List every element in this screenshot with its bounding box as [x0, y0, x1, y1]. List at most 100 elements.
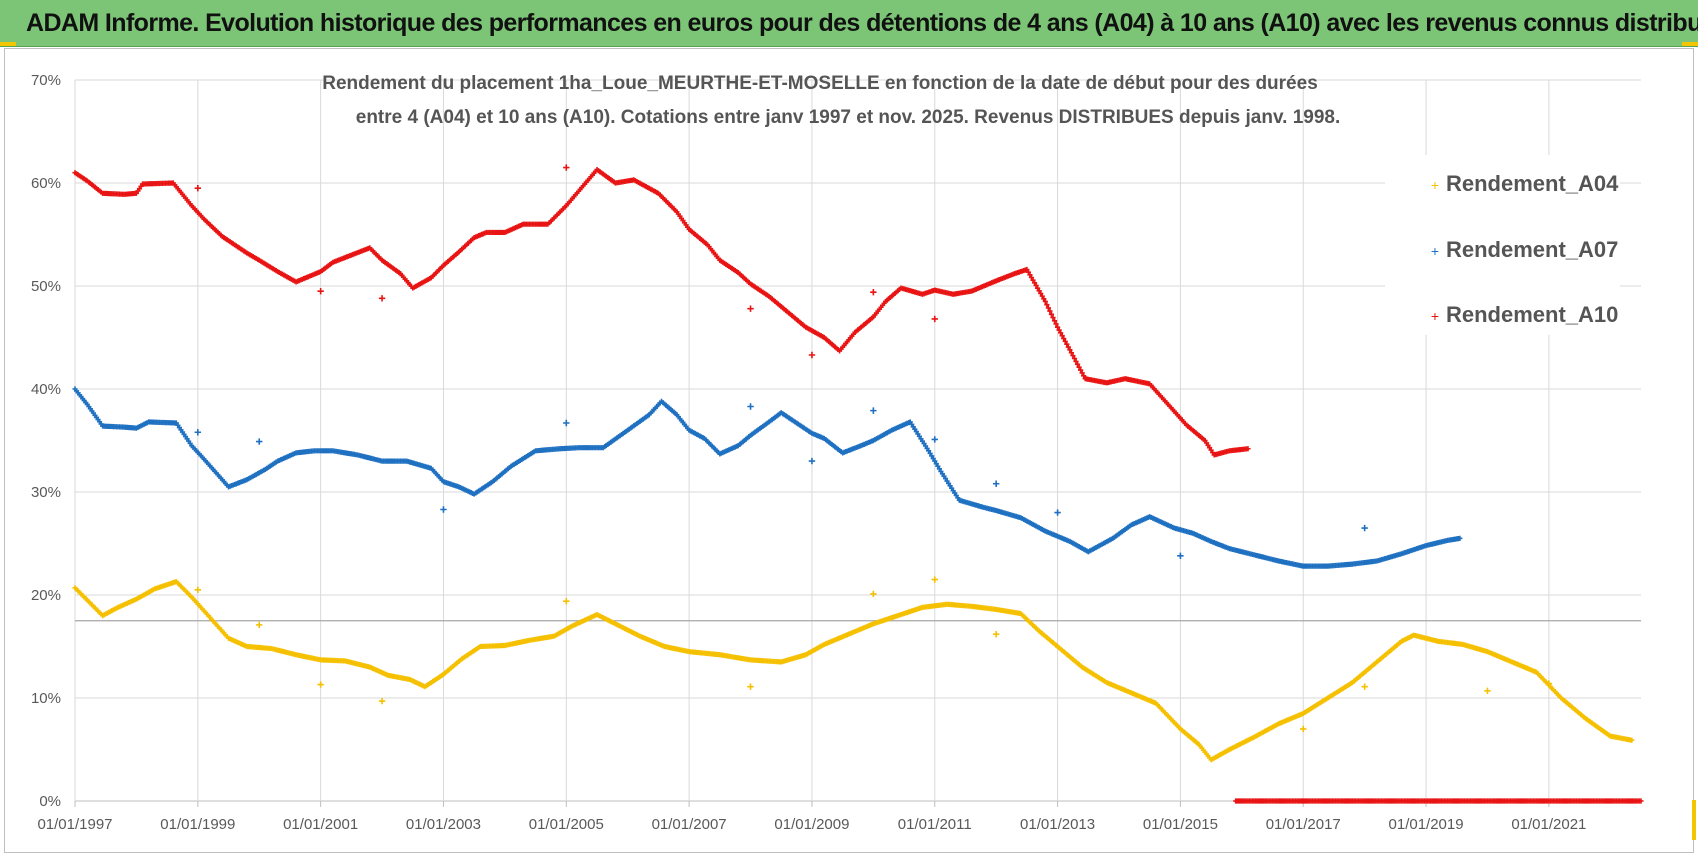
x-tick-label: 01/01/2011: [898, 816, 972, 833]
outlier-point: [378, 295, 386, 302]
outlier-point: [808, 351, 816, 359]
chart-legend: + Rendement_A04 + Rendement_A07 + Rendem…: [1385, 155, 1620, 335]
data-point: [1245, 446, 1251, 452]
data-point: [1048, 311, 1055, 317]
zero-point: [1638, 798, 1644, 804]
y-tick-label: 40%: [31, 381, 61, 398]
data-point: [1024, 266, 1030, 273]
legend-marker-a04: +: [1431, 177, 1439, 193]
outlier-point: [378, 697, 386, 705]
x-tick-label: 01/01/2017: [1266, 816, 1341, 833]
data-point: [1025, 269, 1032, 275]
data-point: [1059, 333, 1065, 339]
header-banner: ADAM Informe. Evolution historique des p…: [0, 0, 1698, 47]
outlier-point: [563, 597, 570, 605]
y-tick-label: 20%: [31, 587, 61, 604]
outlier-point: [1361, 683, 1368, 690]
data-point: [1070, 353, 1076, 359]
data-point: [1457, 535, 1463, 541]
x-tick-label: 01/01/2021: [1511, 816, 1586, 833]
outlier-point: [870, 288, 877, 296]
outlier-point: [870, 590, 877, 598]
data-point: [1042, 298, 1048, 305]
x-tick-label: 01/01/2013: [1020, 816, 1095, 833]
outlier-point: [747, 305, 754, 312]
header-title: ADAM Informe. Evolution historique des p…: [26, 9, 1698, 37]
data-point: [1074, 361, 1081, 367]
data-point: [1067, 347, 1073, 353]
outlier-point: [440, 506, 447, 513]
data-point: [1033, 282, 1039, 289]
y-tick-label: 50%: [31, 278, 61, 295]
data-point: [1038, 290, 1044, 297]
axis-layer: 0% 10% 20% 30% 40% 50% 60% 70% 01/01/1997 01/01/1…: [31, 72, 1586, 833]
outlier-point: [256, 621, 263, 629]
y-tick-label: 10%: [31, 690, 61, 707]
data-point: [1061, 335, 1067, 342]
legend-label-a10: Rendement_A10: [1446, 302, 1618, 327]
outlier-point: [317, 287, 324, 295]
corner-mark-left: [0, 42, 16, 46]
data-point: [1078, 367, 1084, 373]
data-point: [1028, 274, 1035, 281]
data-point: [1053, 321, 1059, 327]
data-point: [1041, 296, 1047, 302]
data-point: [1064, 341, 1070, 347]
data-point: [1073, 358, 1079, 364]
data-point: [1071, 355, 1078, 362]
legend-background: [1385, 155, 1620, 335]
corner-mark-bottom-right: [1692, 800, 1696, 840]
data-point: [1030, 277, 1036, 283]
data-point: [1056, 327, 1062, 333]
series-rendement-a07: [72, 386, 1463, 569]
outlier-point: [563, 419, 570, 427]
series-layer: [72, 164, 1644, 804]
data-point: [1044, 302, 1050, 308]
chart-title: Rendement du placement 1ha_Loue_MEURTHE-…: [322, 73, 1340, 128]
legend-marker-a10: +: [1431, 308, 1439, 324]
outlier-point: [194, 429, 202, 436]
outlier-point: [1300, 725, 1307, 733]
outlier-point: [747, 683, 754, 690]
outlier-point: [992, 630, 1000, 638]
outlier-point: [1545, 680, 1553, 687]
data-point: [1079, 370, 1085, 376]
data-point: [1076, 364, 1082, 370]
series-rendement-a10: [72, 164, 1644, 804]
data-point: [1065, 344, 1071, 350]
outlier-point: [1484, 687, 1491, 694]
x-tick-label: 01/01/1999: [160, 816, 235, 833]
x-tick-label: 01/01/2007: [652, 816, 727, 833]
data-point: [1039, 293, 1045, 299]
data-point: [1062, 338, 1068, 344]
outlier-point: [870, 407, 877, 414]
chart-frame: [4, 48, 1694, 853]
outlier-point: [931, 315, 938, 323]
data-point: [1068, 350, 1075, 356]
data-point: [1031, 280, 1038, 286]
data-point: [1047, 308, 1053, 314]
outlier-point: [317, 681, 324, 688]
outlier-point: [194, 586, 202, 594]
y-tick-label: 60%: [31, 175, 61, 192]
y-tick-label: 30%: [31, 484, 61, 501]
data-point: [1045, 305, 1051, 311]
outlier-point: [1177, 552, 1184, 560]
outlier-point: [256, 438, 263, 445]
corner-mark-right: [1682, 42, 1698, 46]
x-tick-label: 01/01/1997: [37, 816, 112, 833]
data-point: [1058, 330, 1064, 336]
y-tick-label: 70%: [31, 72, 61, 89]
y-tick-label: 0%: [39, 793, 61, 810]
outlier-point: [1361, 524, 1368, 532]
x-tick-label: 01/01/2009: [774, 816, 849, 833]
chart-title-line-2: entre 4 (A04) et 10 ans (A10). Cotations…: [356, 107, 1340, 128]
data-point: [1050, 314, 1056, 321]
chart-title-line-1: Rendement du placement 1ha_Loue_MEURTHE-…: [322, 73, 1318, 94]
data-point: [1027, 272, 1033, 278]
legend-marker-a07: +: [1431, 243, 1439, 259]
data-point: [1036, 288, 1042, 294]
x-tick-label: 01/01/2019: [1389, 816, 1464, 833]
data-point: [1054, 324, 1061, 330]
